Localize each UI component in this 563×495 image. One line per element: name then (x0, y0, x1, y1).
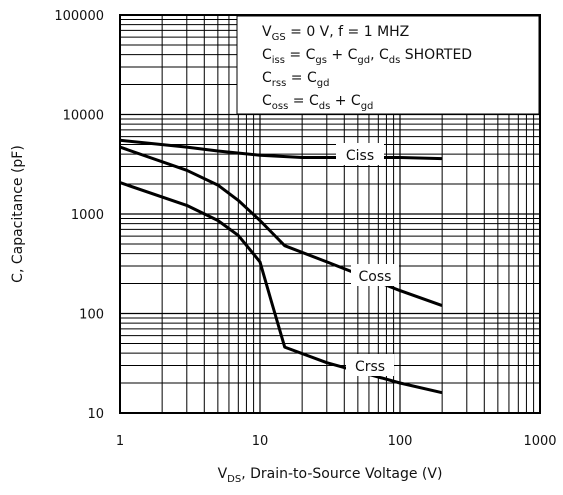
subscript: ds (389, 55, 401, 66)
text-segment: SHORTED (400, 47, 472, 63)
x-axis-label: VDS, Drain-to-Source Voltage (V) (218, 466, 443, 485)
annotation-box (236, 15, 540, 115)
subscript: rss (272, 78, 287, 89)
subscript: GS (272, 32, 286, 43)
text-segment: C (262, 93, 272, 109)
x-tick-label: 1 (116, 434, 124, 449)
text-segment: C (262, 47, 272, 63)
y-tick-label: 1000 (71, 208, 104, 223)
x-tick-label: 1000 (523, 434, 556, 449)
series-label: Coss (359, 269, 392, 285)
series-label: Ciss (346, 148, 374, 164)
label-background (336, 143, 384, 165)
y-tick-label: 100 (79, 308, 104, 323)
subscript: ds (319, 101, 331, 112)
subscript: oss (272, 101, 289, 112)
subscript: gs (315, 55, 327, 66)
y-tick-label: 100000 (54, 9, 104, 24)
x-tick-label: 10 (252, 434, 269, 449)
series-line (119, 138, 443, 161)
text-segment: = C (286, 70, 317, 86)
y-axis-label: C, Capacitance (pF) (10, 145, 26, 283)
text-segment: + C (327, 47, 358, 63)
series-label: Crss (355, 359, 385, 375)
subscript: gd (361, 101, 374, 112)
annotation-line: Crss = Cgd (262, 70, 329, 89)
text-segment: + C (330, 93, 361, 109)
text-segment: = 0 V, f = 1 MHZ (286, 24, 410, 40)
plot-frame (119, 14, 541, 414)
subscript: DS (227, 474, 241, 485)
text-segment: , Drain-to-Source Voltage (V) (241, 466, 442, 482)
text-segment: V (262, 24, 272, 40)
text-segment: = C (285, 47, 316, 63)
annotation-line: VGS = 0 V, f = 1 MHZ (262, 24, 409, 43)
text-segment: , C (370, 47, 389, 63)
subscript: iss (272, 55, 285, 66)
y-tick-label: 10 (87, 407, 104, 422)
label-background (351, 264, 399, 286)
text-segment: = C (288, 93, 319, 109)
x-tick-label: 100 (388, 434, 413, 449)
label-background (346, 354, 394, 376)
y-tick-label: 10000 (63, 109, 104, 124)
subscript: gd (317, 78, 330, 89)
subscript: gd (357, 55, 370, 66)
text-segment: V (218, 466, 228, 482)
annotation-line: Ciss = Cgs + Cgd, Cds SHORTED (262, 47, 472, 66)
text-segment: C (262, 70, 272, 86)
annotation-line: Coss = Cds + Cgd (262, 93, 373, 112)
